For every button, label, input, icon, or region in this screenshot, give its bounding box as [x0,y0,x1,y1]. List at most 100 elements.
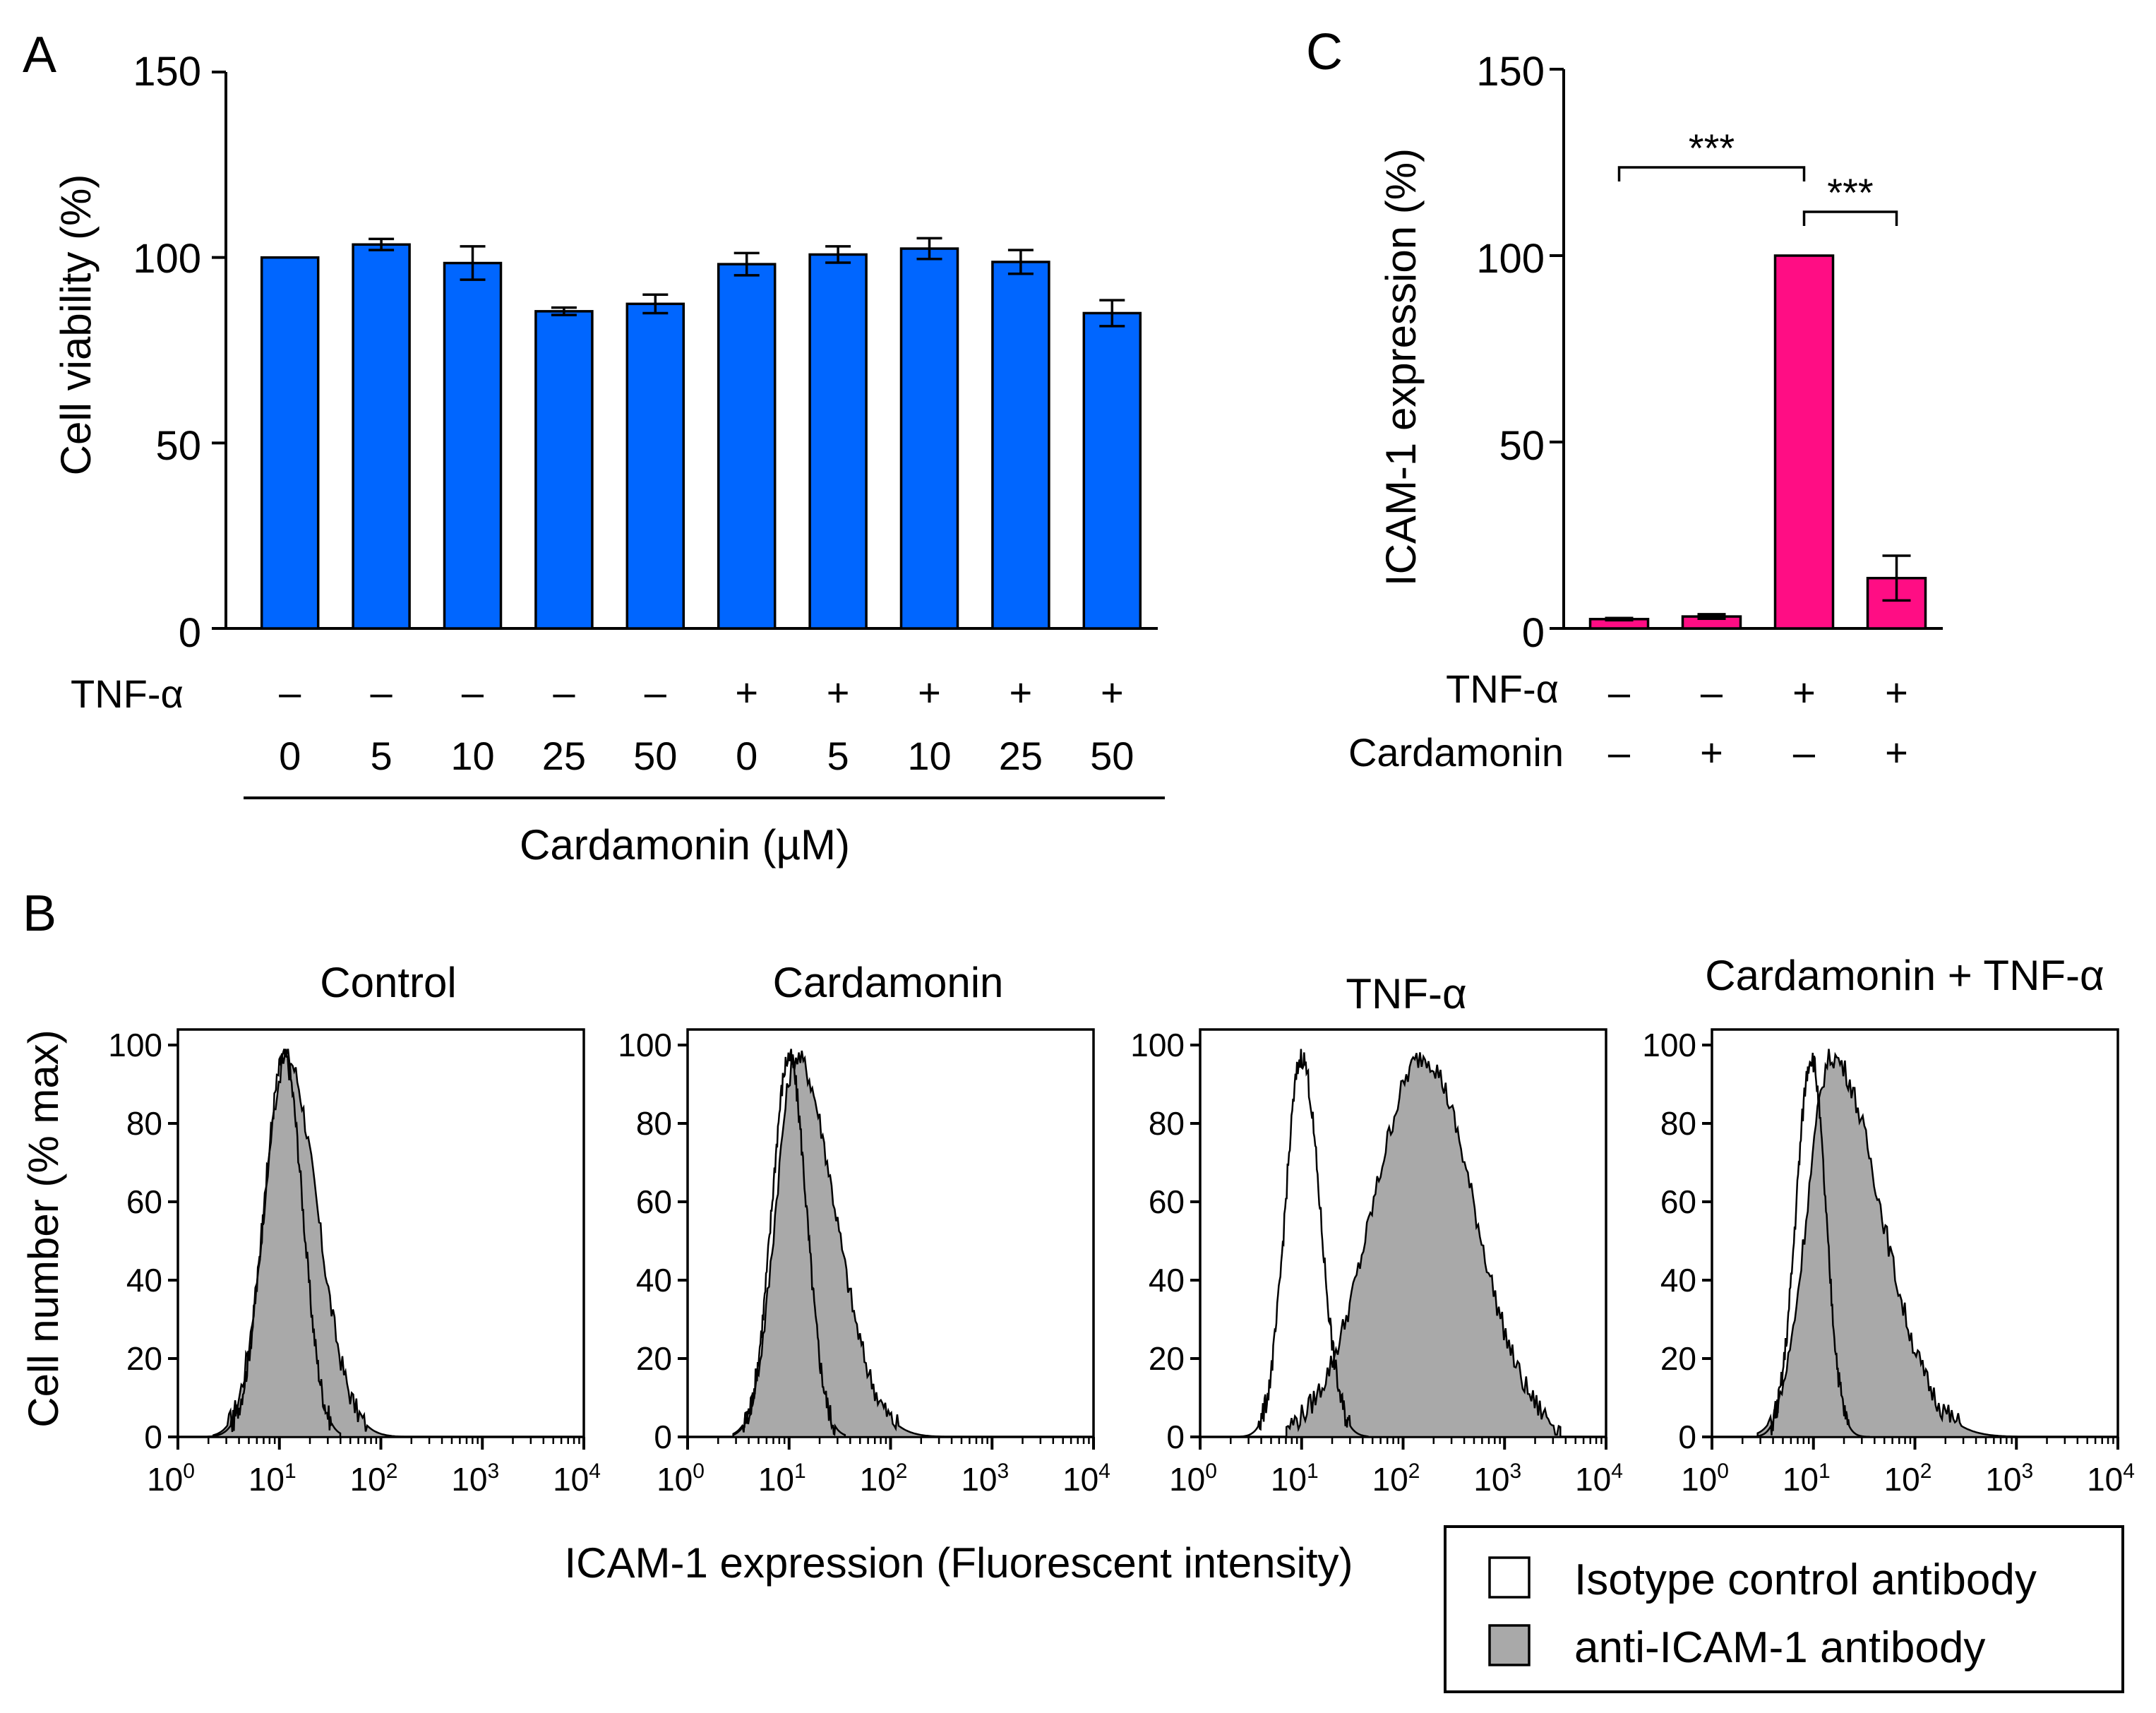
bar [260,256,320,630]
anti-icam1-histogram [732,1050,972,1438]
ytick-label: 60 [636,1183,672,1220]
legend-label-anti: anti-ICAM-1 antibody [1574,1623,1985,1672]
xtick-label: 102 [860,1460,908,1498]
xtick-label: 100 [657,1460,705,1498]
significance-bracket [1617,166,1806,181]
histogram-title: TNF-α [1346,970,1466,1017]
xtick-label: 103 [961,1460,1009,1498]
anti-icam1-histogram [212,1049,462,1438]
tnf-sign: + [1792,670,1816,715]
ytick-label: 80 [636,1105,672,1142]
significance-label: *** [1689,126,1735,170]
panel-c-ylabel: ICAM-1 expression (%) [1377,148,1425,586]
histogram-title: Cardamonin + TNF-α [1705,952,2104,999]
panel-c: C ICAM-1 expression (%) 0 50 100 150 ***… [1306,24,1943,775]
isotype-histogram [207,1049,342,1438]
bar [717,263,777,630]
xtick-exponent: 1 [1819,1460,1831,1483]
ytick-label: 100 [133,236,201,282]
xtick-label: 104 [2087,1460,2135,1498]
bar [1082,311,1142,630]
dose-label: 0 [279,734,301,778]
bar [808,253,868,630]
xtick-exponent: 1 [794,1460,806,1483]
ytick-label: 80 [1149,1105,1185,1142]
panel-b-label: B [23,885,56,942]
dose-label: 50 [1090,734,1134,778]
xtick-exponent: 2 [386,1460,398,1483]
histogram-title: Control [320,959,456,1006]
panel-b: B Cell number (% max) Control02040608010… [20,885,2135,1693]
xtick-exponent: 0 [693,1460,705,1483]
ytick-label: 50 [155,423,201,469]
xtick-label: 100 [1169,1460,1217,1498]
xtick-label: 101 [758,1460,806,1498]
ytick-label: 0 [1678,1419,1696,1455]
plot-frame [176,1028,585,1438]
xtick-exponent: 4 [1611,1460,1623,1483]
xtick-exponent: 0 [1205,1460,1217,1483]
xtick-label: 101 [1271,1460,1319,1498]
xtick-label: 102 [1884,1460,1932,1498]
xtick-exponent: 3 [997,1460,1009,1483]
legend-swatch-anti [1488,1624,1531,1666]
panel-b-ylabel: Cell number (% max) [20,1029,67,1427]
ytick-label: 20 [1149,1340,1185,1377]
plot-frame [686,1028,1095,1438]
xtick-label: 104 [1575,1460,1623,1498]
bar [625,302,685,630]
ytick-label: 0 [1522,610,1545,656]
panel-c-yticks: 0 50 100 150 [1476,49,1545,656]
significance-bracket [1802,210,1898,226]
xtick-exponent: 4 [1098,1460,1110,1483]
histogram-title: Cardamonin [773,959,1004,1006]
ytick-label: 0 [1166,1419,1185,1455]
legend-box [1444,1525,2124,1693]
legend-swatch-isotype [1488,1556,1531,1599]
panel-a-ylabel: Cell viability (%) [52,174,100,476]
isotype-histogram [1756,1052,1871,1438]
legend-label-isotype: Isotype control antibody [1574,1556,2037,1604]
tnf-sign: – [1701,670,1723,715]
cardamonin-sign: – [1608,730,1631,775]
panel-c-plot: *** *** [1550,68,1943,630]
xtick-label: 104 [1062,1460,1110,1498]
ytick-label: 40 [1149,1262,1185,1299]
tnf-sign: + [918,670,941,715]
xtick-label: 104 [553,1460,601,1498]
ytick-label: 40 [126,1262,162,1299]
panel-a-condition-rows: – 0 – 5 – 10 – 25 – 50 +0 +5 +10 +25 +50 [279,670,1134,778]
tnf-sign: – [279,670,301,715]
xtick-exponent: 3 [2021,1460,2033,1483]
ytick-label: 100 [108,1027,162,1063]
xtick-label: 100 [1681,1460,1729,1498]
tnf-sign: – [1608,670,1631,715]
cardamonin-sign: – [1793,730,1816,775]
ytick-label: 100 [1130,1027,1185,1063]
ytick-label: 60 [126,1183,162,1220]
dose-label: 10 [450,734,494,778]
panel-a-yticks: 0 50 100 150 [133,49,201,656]
tnf-sign: + [1010,670,1033,715]
xtick-label: 101 [1783,1460,1831,1498]
dose-label: 0 [736,734,757,778]
legend: Isotype control antibody anti-ICAM-1 ant… [1444,1525,2124,1693]
dose-label: 5 [827,734,849,778]
panel-a: A Cell viability (%) 0 50 100 150 TNF-α … [23,27,1165,869]
isotype-histogram [1240,1049,1369,1438]
xtick-exponent: 4 [2123,1460,2135,1483]
dose-label: 5 [371,734,393,778]
anti-icam1-histogram [1285,1052,1562,1438]
panel-a-plot [212,71,1158,630]
tnf-sign: + [1101,670,1124,715]
xtick-exponent: 3 [487,1460,499,1483]
ytick-label: 50 [1499,423,1545,469]
ytick-label: 150 [1476,49,1545,95]
tnf-sign: – [553,670,575,715]
tnf-sign: – [371,670,393,715]
xtick-exponent: 0 [1717,1460,1729,1483]
xtick-exponent: 3 [1509,1460,1521,1483]
